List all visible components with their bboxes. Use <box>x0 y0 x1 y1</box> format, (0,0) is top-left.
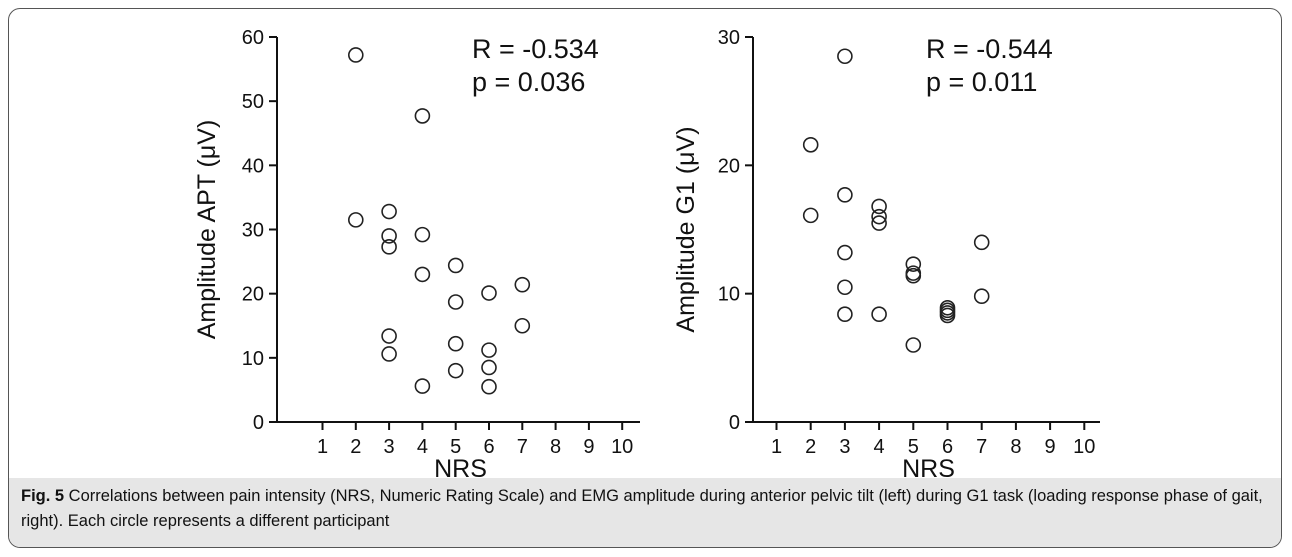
x-tick-label: 7 <box>517 436 528 458</box>
data-point <box>514 276 531 293</box>
data-point <box>414 378 431 394</box>
x-tick-label: 8 <box>550 436 561 458</box>
y-tick-label: 40 <box>242 155 264 177</box>
y-axis-label: Amplitude G1 (μV) <box>672 126 700 332</box>
data-point <box>381 328 397 344</box>
data-point <box>381 203 397 220</box>
y-tick-label: 50 <box>242 91 264 113</box>
data-point <box>905 256 922 272</box>
data-point <box>871 215 887 231</box>
data-point <box>514 317 531 334</box>
data-point <box>871 306 887 323</box>
data-point <box>837 244 853 261</box>
x-tick-label: 3 <box>384 436 395 458</box>
x-tick-label: 2 <box>350 436 361 458</box>
data-point <box>837 279 853 296</box>
data-point <box>837 48 853 65</box>
y-tick-label: 30 <box>242 220 264 242</box>
x-tick-label: 3 <box>839 436 850 458</box>
x-tick-label: 8 <box>1010 436 1021 458</box>
x-tick-label: 5 <box>908 436 919 458</box>
x-tick-label: 2 <box>805 436 816 458</box>
y-tick-label: 10 <box>718 284 740 306</box>
correlation-r-label: R = -0.534 <box>472 34 599 64</box>
x-tick-label: 6 <box>942 436 953 458</box>
figure-caption: Fig. 5 Correlations between pain intensi… <box>21 484 1271 534</box>
y-tick-label: 10 <box>242 348 264 370</box>
data-point <box>481 285 497 301</box>
y-tick-label: 20 <box>718 155 740 177</box>
data-point <box>381 239 397 255</box>
data-point <box>802 137 819 153</box>
x-tick-label: 4 <box>874 436 885 458</box>
x-tick-label: 7 <box>976 436 987 458</box>
x-axis-label: NRS <box>902 455 955 478</box>
data-point <box>481 378 497 395</box>
data-point <box>414 108 431 124</box>
y-tick-label: 20 <box>242 284 264 306</box>
data-point <box>414 226 431 243</box>
data-point <box>973 288 990 305</box>
y-tick-label: 60 <box>242 27 264 49</box>
figure-frame <box>8 8 1282 548</box>
data-point <box>871 198 887 215</box>
scatter-panel-right: 0 10 20 30 1 2 3 4 5 6 7 8 9 10 NRS Amplitude G1 (μV) R … <box>672 27 1100 478</box>
data-point <box>802 207 819 224</box>
data-point <box>905 337 922 353</box>
x-tick-label: 4 <box>417 436 428 458</box>
y-axis-label: Amplitude APT (μV) <box>193 120 221 340</box>
data-point <box>939 307 956 324</box>
y-tick-label: 0 <box>729 412 740 434</box>
x-tick-label: 9 <box>583 436 594 458</box>
x-tick-label: 10 <box>611 436 633 458</box>
correlation-p-label: p = 0.036 <box>472 67 585 97</box>
data-point <box>481 359 497 376</box>
x-tick-label: 6 <box>483 436 494 458</box>
correlation-p-label: p = 0.011 <box>926 67 1037 97</box>
scatter-panel-left: 0 10 20 30 40 50 60 1 2 3 4 5 6 7 8 9 10 NRS Amplitude APT… <box>193 27 640 478</box>
data-point <box>447 294 464 310</box>
data-point <box>481 342 497 358</box>
data-point <box>837 306 853 323</box>
correlation-r-label: R = -0.544 <box>926 34 1053 64</box>
x-axis-label: NRS <box>434 455 487 478</box>
x-tick-label: 10 <box>1073 436 1095 458</box>
data-point <box>871 208 887 225</box>
caption-bar: Fig. 5 Correlations between pain intensi… <box>9 478 1281 547</box>
data-point <box>447 257 464 274</box>
caption-text: Correlations between pain intensity (NRS… <box>21 487 1263 530</box>
data-point <box>347 212 364 228</box>
x-tick-label: 9 <box>1045 436 1056 458</box>
x-tick-label: 1 <box>317 436 328 458</box>
data-point <box>414 266 431 283</box>
y-tick-label: 0 <box>253 412 264 434</box>
data-point <box>973 234 990 251</box>
data-point <box>447 362 464 379</box>
data-point <box>381 346 397 362</box>
data-point <box>905 267 922 284</box>
data-point <box>381 228 397 244</box>
data-point <box>347 47 364 63</box>
x-tick-label: 1 <box>771 436 782 458</box>
data-point <box>837 187 853 203</box>
y-tick-label: 30 <box>718 27 740 49</box>
x-tick-label: 5 <box>450 436 461 458</box>
data-point <box>447 335 464 352</box>
figure-label: Fig. 5 <box>21 487 65 505</box>
